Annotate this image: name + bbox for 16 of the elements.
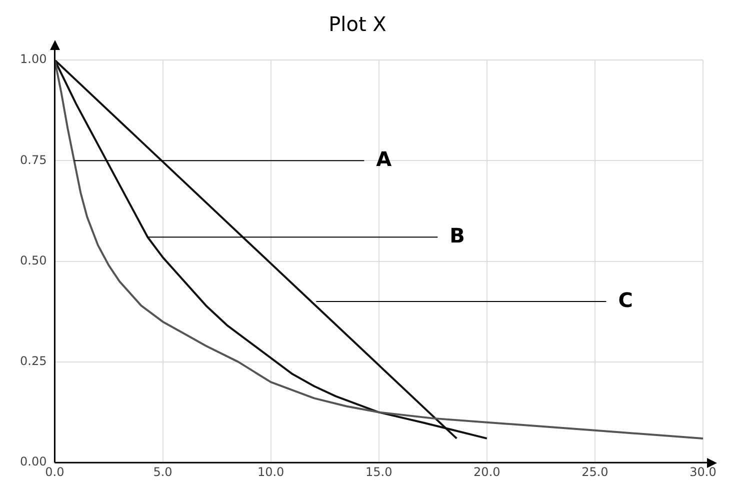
y-tick-label: 1.00 (20, 52, 47, 66)
annotation: A (376, 146, 392, 171)
y-tick-label: 0.50 (20, 253, 47, 268)
chart-title: Plot X (328, 12, 387, 36)
y-tick-label: 0.75 (20, 152, 47, 167)
y-tick-label: 0.25 (20, 354, 47, 368)
x-tick-label: 15.0 (366, 464, 392, 479)
x-tick-label: 25.0 (582, 464, 608, 479)
annotation: B (450, 223, 465, 248)
y-tick-label: 0.00 (20, 454, 47, 469)
annotation: C (618, 288, 633, 312)
x-tick-label: 30.0 (690, 464, 716, 479)
x-tick-label: 0.0 (45, 464, 64, 479)
x-tick-label: 20.0 (474, 464, 500, 479)
x-tick-label: 5.0 (153, 464, 172, 479)
x-tick-label: 10.0 (257, 464, 284, 479)
